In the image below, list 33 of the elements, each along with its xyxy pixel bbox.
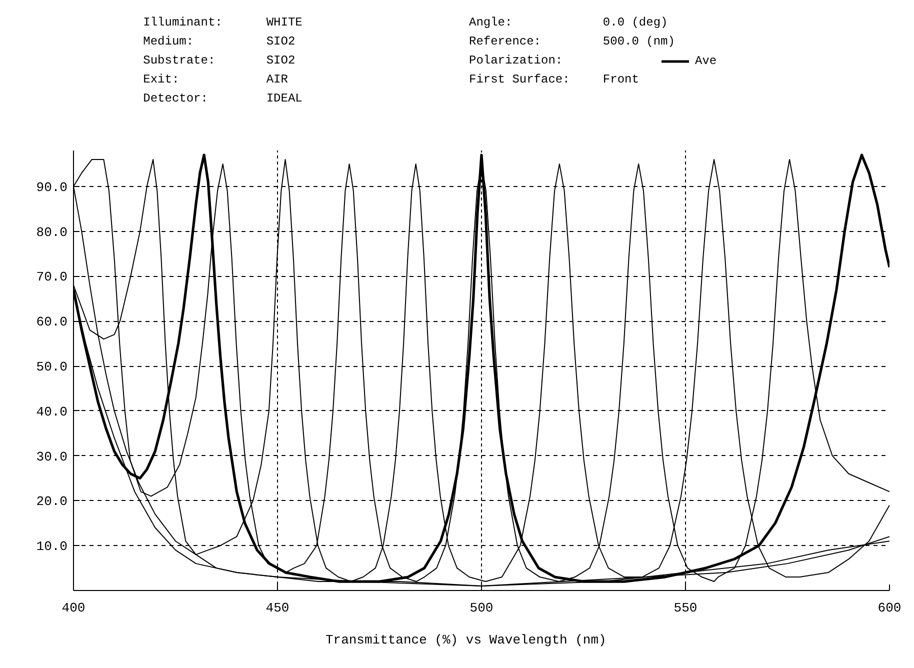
y-tick-label: 90.0 xyxy=(36,180,68,195)
text: Medium: xyxy=(143,34,194,48)
text: Detector: xyxy=(143,92,208,106)
x-tick-label: 500 xyxy=(470,600,494,616)
text: SIO2 xyxy=(266,54,296,68)
text: SIO2 xyxy=(266,34,296,48)
text: 0.0 (deg) xyxy=(602,16,668,30)
text: Exit: xyxy=(143,72,180,86)
x-tick-label: 400 xyxy=(62,600,86,616)
text: Substrate: xyxy=(143,54,216,68)
legend-title: Polarization: xyxy=(469,54,563,68)
x-tick-label: 450 xyxy=(266,600,290,616)
y-tick-label: 80.0 xyxy=(36,224,68,240)
text: AIR xyxy=(266,72,288,86)
text: Front xyxy=(602,72,639,86)
y-tick-label: 10.0 xyxy=(36,539,68,554)
y-tick-label: 30.0 xyxy=(36,449,68,464)
x-tick-label: 550 xyxy=(674,600,698,616)
text: Illuminant: xyxy=(143,16,222,30)
text: First Surface: xyxy=(469,72,570,86)
y-tick-label: 20.0 xyxy=(36,494,68,510)
y-tick-label: 70.0 xyxy=(36,270,68,285)
text: Angle: xyxy=(469,16,512,30)
y-tick-label: 40.0 xyxy=(36,404,68,420)
text: WHITE xyxy=(266,16,302,30)
y-tick-label: 50.0 xyxy=(36,360,68,375)
y-tick-label: 60.0 xyxy=(36,314,68,330)
text: Reference: xyxy=(469,34,542,48)
x-tick-label: 600 xyxy=(878,600,902,616)
text: IDEAL xyxy=(266,92,302,106)
x-axis-title: Transmittance (%) vs Wavelength (nm) xyxy=(325,632,606,648)
legend-label: Ave xyxy=(695,54,717,68)
text: 500.0 (nm) xyxy=(602,34,675,48)
